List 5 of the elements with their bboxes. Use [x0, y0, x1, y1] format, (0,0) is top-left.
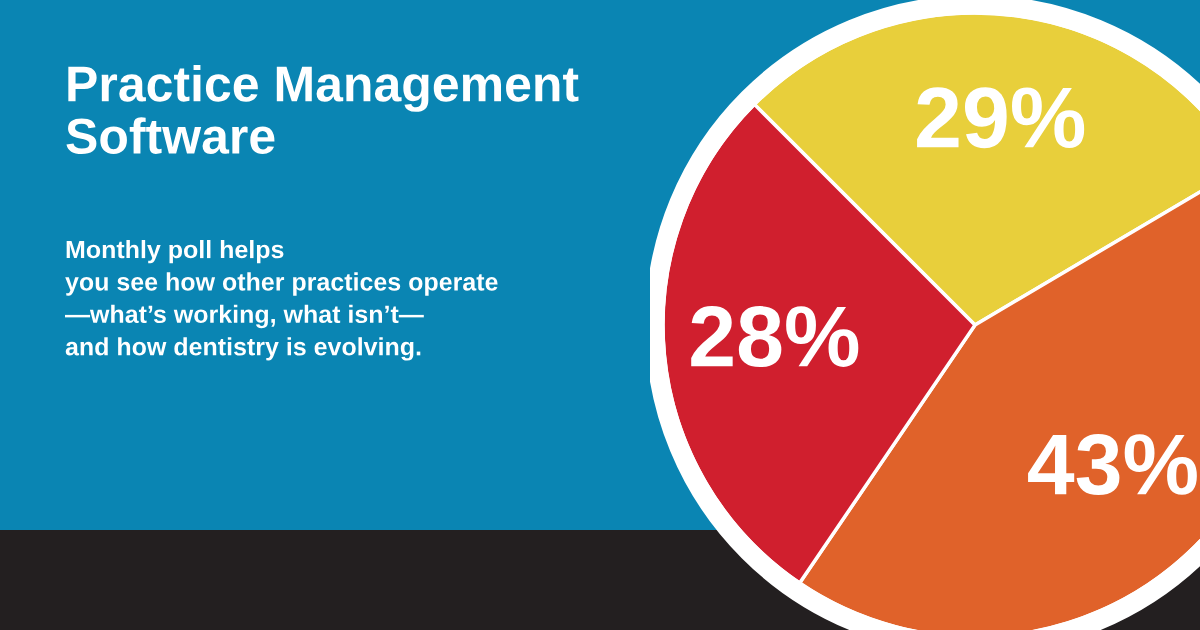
data-label: 29%: [917, 87, 1085, 149]
text: Monthly poll helps you see how other practices operate —what’s working, what isn’t— and how dentistry is evolving.: [65, 240, 498, 361]
text: Practice Management Software: [66, 65, 579, 154]
data-label: 43%: [1028, 434, 1197, 496]
data-label: 28%: [691, 306, 859, 368]
